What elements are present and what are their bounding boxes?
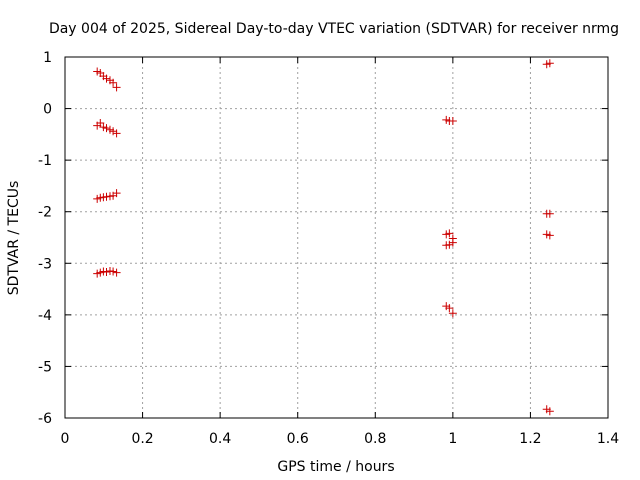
grid-lines (65, 57, 608, 418)
data-point-marker (102, 268, 111, 277)
y-tick-label: -2 (38, 205, 52, 221)
data-points (93, 59, 554, 416)
data-point-marker (448, 238, 457, 247)
data-point-marker (448, 116, 457, 125)
data-point-marker (545, 209, 554, 218)
x-tick-label: 1 (448, 431, 457, 447)
x-tick-label: 0.4 (209, 431, 231, 447)
data-point-marker (545, 231, 554, 240)
data-point-marker (448, 309, 457, 318)
x-tick-label: 0 (61, 431, 70, 447)
y-axis-label: SDTVAR / TECUs (6, 181, 22, 296)
data-point-marker (112, 129, 121, 138)
y-tick-label: -6 (38, 411, 52, 427)
data-point-marker (445, 304, 454, 313)
x-tick-label: 1.2 (519, 431, 541, 447)
data-point-marker (545, 407, 554, 416)
data-point-marker (545, 59, 554, 68)
plot-frame (64, 56, 609, 419)
y-tick-labels: 1 0 -1 -2 -3 -4 -5 -6 (38, 50, 52, 427)
axis-ticks (64, 56, 609, 419)
data-point-marker (102, 74, 111, 83)
y-tick-label: -1 (38, 153, 52, 169)
data-point-marker (445, 240, 454, 249)
data-point-marker (102, 192, 111, 201)
x-tick-labels: 0 0.2 0.4 0.6 0.8 1 1.2 1.4 (61, 431, 620, 447)
y-tick-label: 1 (43, 50, 52, 66)
x-tick-label: 1.4 (597, 431, 619, 447)
y-tick-label: -4 (38, 308, 52, 324)
y-tick-label: -5 (38, 359, 52, 375)
data-point-marker (102, 124, 111, 133)
x-tick-label: 0.2 (131, 431, 153, 447)
y-tick-label: -3 (38, 256, 52, 272)
data-point-marker (112, 268, 121, 277)
data-point-marker (109, 127, 118, 136)
data-point-marker (109, 78, 118, 87)
chart-title: Day 004 of 2025, Sidereal Day-to-day VTE… (49, 21, 619, 37)
x-tick-label: 0.8 (364, 431, 386, 447)
data-point-marker (109, 267, 118, 276)
data-point-marker (96, 119, 105, 128)
y-tick-label: 0 (43, 102, 52, 118)
x-tick-label: 0.6 (287, 431, 309, 447)
data-point-marker (445, 229, 454, 238)
data-point-marker (112, 83, 121, 92)
data-point-marker (112, 189, 121, 198)
x-axis-label: GPS time / hours (277, 459, 394, 475)
